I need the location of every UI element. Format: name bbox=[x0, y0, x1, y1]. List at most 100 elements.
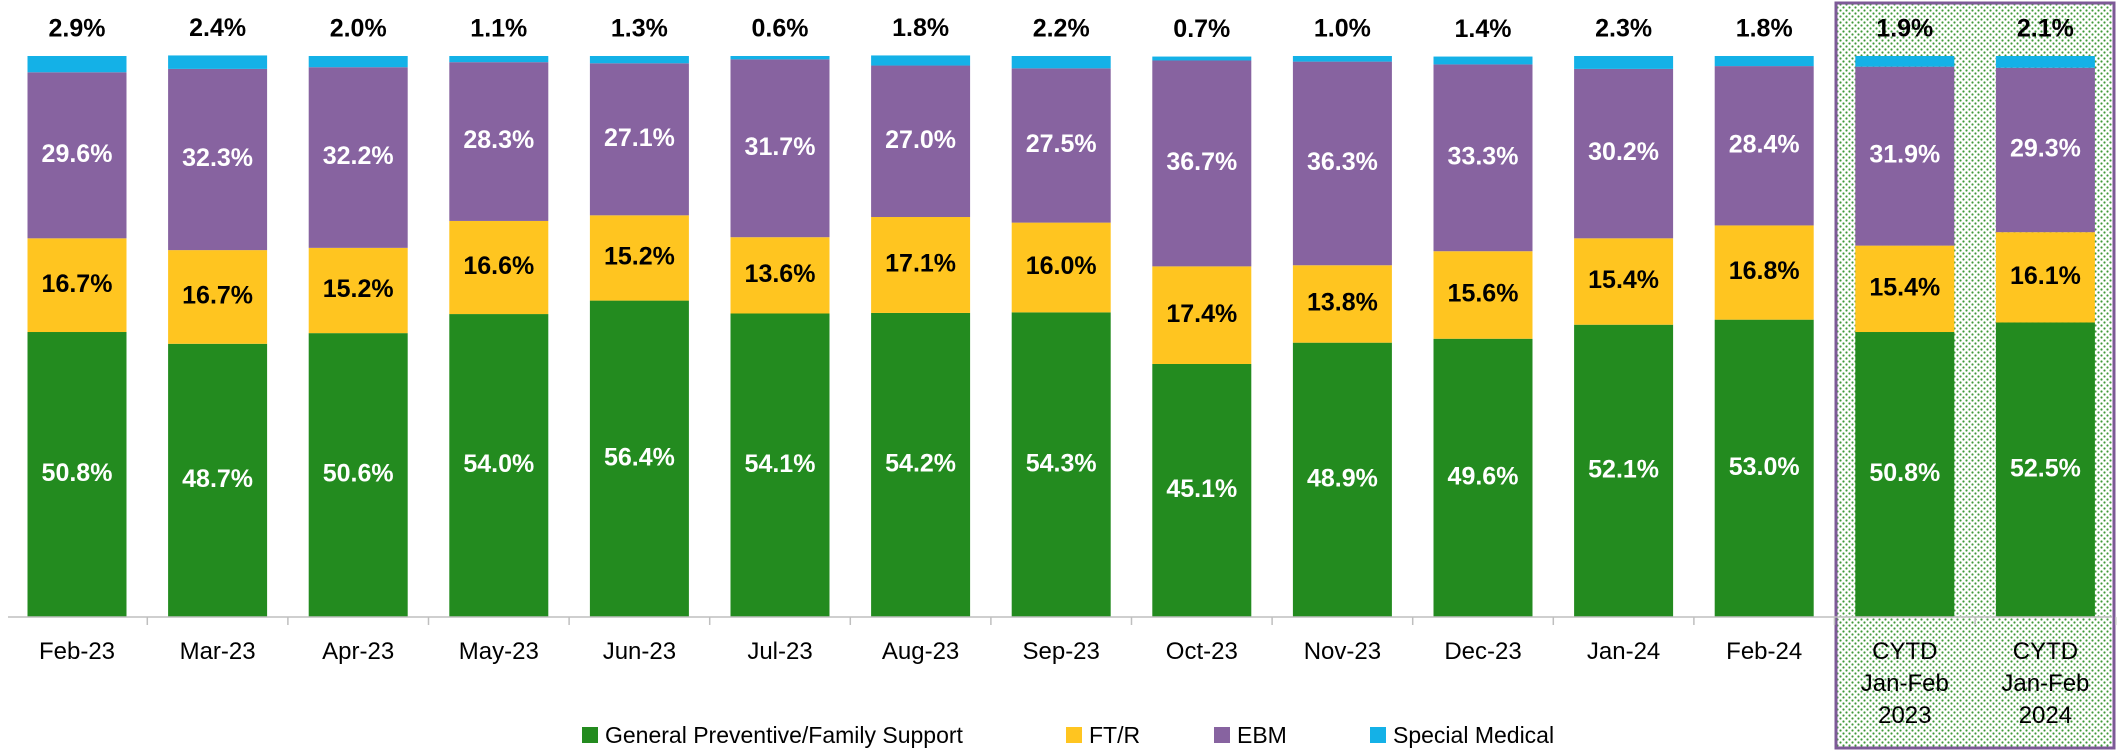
bar-segment bbox=[1292, 61, 1392, 266]
bar-segment bbox=[308, 67, 408, 248]
legend-swatch bbox=[1214, 727, 1230, 743]
bar-segment bbox=[871, 312, 971, 617]
bar-segment bbox=[730, 56, 830, 60]
value-label: 15.6% bbox=[1448, 280, 1519, 308]
bar-segment bbox=[1574, 56, 1674, 69]
x-tick-label: Aug-23 bbox=[881, 638, 960, 665]
value-label: 50.8% bbox=[42, 459, 113, 487]
value-label: 1.0% bbox=[1314, 15, 1371, 43]
value-label: 50.8% bbox=[1869, 459, 1940, 487]
x-tick-label: Jul-23 bbox=[747, 638, 813, 665]
value-label: 56.4% bbox=[604, 443, 675, 471]
bar-segment bbox=[589, 215, 689, 301]
bar-segment bbox=[1292, 342, 1392, 617]
x-tick-label: May-23 bbox=[458, 638, 539, 665]
x-tick-label: Oct-23 bbox=[1165, 638, 1238, 665]
bar-segment bbox=[871, 65, 971, 218]
x-tick-label: Feb-23 bbox=[38, 638, 116, 665]
value-label: 28.4% bbox=[1729, 130, 1800, 158]
bar-segment bbox=[1995, 322, 2095, 617]
value-label: 49.6% bbox=[1448, 462, 1519, 490]
legend-label: FT/R bbox=[1089, 722, 1140, 748]
value-label: 53.0% bbox=[1729, 453, 1800, 481]
bar-segment bbox=[1574, 324, 1674, 617]
bar-segment bbox=[168, 68, 268, 251]
bar-segment bbox=[308, 247, 408, 334]
value-label: 16.6% bbox=[463, 252, 534, 280]
bar-segment bbox=[1714, 225, 1814, 320]
value-label: 27.5% bbox=[1026, 130, 1097, 158]
bar-segment bbox=[1855, 245, 1955, 333]
value-label: 1.1% bbox=[470, 15, 527, 43]
x-tick-label: Apr-23 bbox=[322, 638, 395, 665]
bar-segment bbox=[1995, 56, 2095, 68]
value-label: 2.3% bbox=[1595, 15, 1652, 43]
value-label: 29.3% bbox=[2010, 135, 2081, 163]
bar-segment bbox=[1011, 312, 1111, 617]
value-label: 27.0% bbox=[885, 126, 956, 154]
bar-segment bbox=[1855, 66, 1955, 246]
bar-segment bbox=[1714, 319, 1814, 617]
value-label: 15.2% bbox=[323, 275, 394, 303]
value-label: 48.7% bbox=[182, 465, 253, 493]
value-label: 15.2% bbox=[604, 243, 675, 271]
value-label: 16.8% bbox=[1729, 257, 1800, 285]
value-label: 32.2% bbox=[323, 142, 394, 170]
value-label: 31.7% bbox=[745, 133, 816, 161]
bar-segment bbox=[730, 313, 830, 617]
bar-segment bbox=[1995, 67, 2095, 233]
bar-segment bbox=[1714, 56, 1814, 67]
x-tick-label: Mar-23 bbox=[179, 638, 256, 665]
bar-segment bbox=[27, 72, 127, 239]
value-label: 1.8% bbox=[892, 14, 949, 42]
bar-segment bbox=[1855, 332, 1955, 617]
bar-segment bbox=[1433, 56, 1533, 65]
bar-segment bbox=[871, 217, 971, 313]
bar-segment bbox=[730, 59, 830, 238]
bar-segment bbox=[1433, 251, 1533, 339]
bar-segment bbox=[1855, 56, 1955, 67]
x-tick-label: Jan-24 bbox=[1586, 638, 1661, 665]
bar-segment bbox=[168, 55, 268, 69]
value-label: 16.0% bbox=[1026, 252, 1097, 280]
legend-label: Special Medical bbox=[1393, 722, 1554, 748]
x-tick-label: CYTD Jan-Feb 2023 bbox=[1860, 638, 1949, 729]
value-label: 29.6% bbox=[42, 140, 113, 168]
value-label: 16.7% bbox=[42, 270, 113, 298]
bar-segment bbox=[308, 56, 408, 68]
legend-swatch bbox=[1370, 727, 1386, 743]
value-label: 13.6% bbox=[745, 260, 816, 288]
value-label: 16.7% bbox=[182, 282, 253, 310]
value-label: 0.7% bbox=[1173, 15, 1230, 43]
value-label: 30.2% bbox=[1588, 138, 1659, 166]
bar-segment bbox=[1292, 56, 1392, 62]
bar-segment bbox=[168, 250, 268, 344]
value-label: 2.4% bbox=[189, 14, 246, 42]
bar-segment bbox=[871, 55, 971, 66]
value-label: 2.1% bbox=[2017, 15, 2074, 43]
bar-segment bbox=[1433, 338, 1533, 617]
value-label: 1.8% bbox=[1736, 15, 1793, 43]
value-label: 32.3% bbox=[182, 144, 253, 172]
x-tick-label: Nov-23 bbox=[1303, 638, 1382, 665]
value-label: 2.9% bbox=[49, 15, 106, 43]
bar-segment bbox=[730, 237, 830, 314]
value-label: 54.3% bbox=[1026, 449, 1097, 477]
x-tick-label: Jun-23 bbox=[602, 638, 677, 665]
value-label: 2.2% bbox=[1033, 15, 1090, 43]
value-label: 1.4% bbox=[1455, 15, 1512, 43]
bar-segment bbox=[1574, 238, 1674, 325]
legend-label: General Preventive/Family Support bbox=[605, 722, 964, 748]
value-label: 2.0% bbox=[330, 15, 387, 43]
value-label: 36.3% bbox=[1307, 148, 1378, 176]
value-label: 13.8% bbox=[1307, 289, 1378, 317]
value-label: 1.3% bbox=[611, 15, 668, 43]
bar-segment bbox=[589, 56, 689, 64]
value-label: 27.1% bbox=[604, 124, 675, 152]
value-label: 15.4% bbox=[1588, 266, 1659, 294]
bar-segment bbox=[1152, 363, 1252, 617]
value-label: 52.5% bbox=[2010, 454, 2081, 482]
value-label: 1.9% bbox=[1876, 15, 1933, 43]
value-label: 54.2% bbox=[885, 450, 956, 478]
